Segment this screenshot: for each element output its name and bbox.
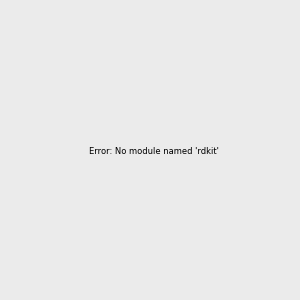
Text: Error: No module named 'rdkit': Error: No module named 'rdkit' bbox=[89, 147, 219, 156]
